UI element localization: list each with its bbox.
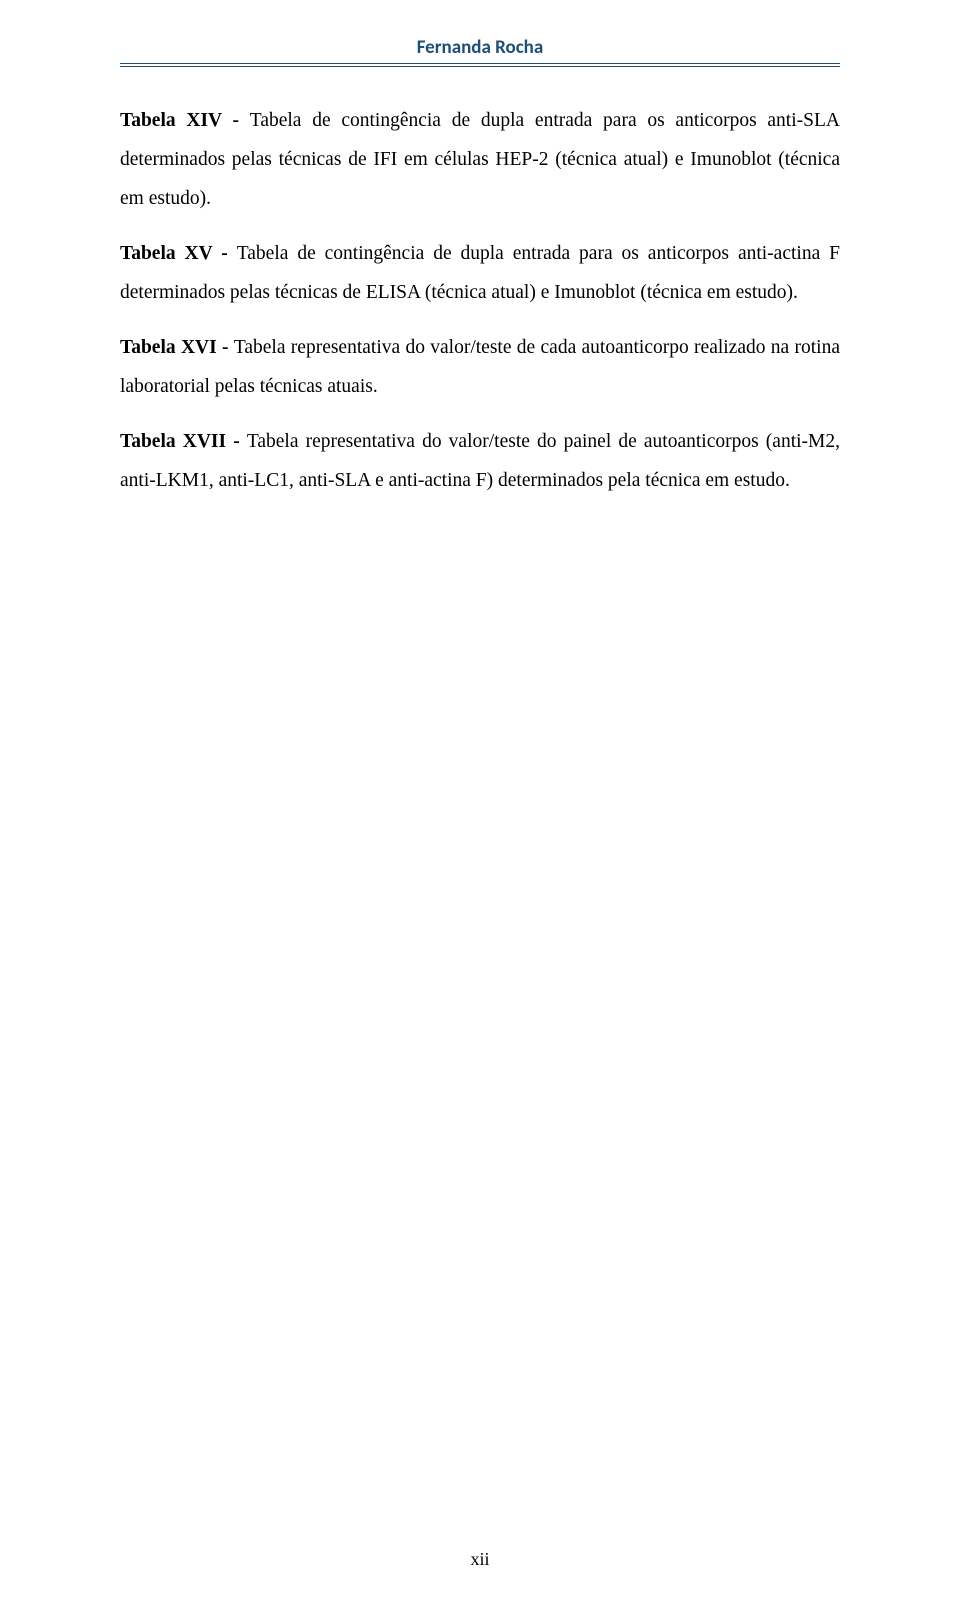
lead-tabela-xiv: Tabela XIV <box>120 110 222 131</box>
paragraph-tabela-xv: Tabela XV - Tabela de contingência de du… <box>120 234 840 312</box>
separator: - <box>226 431 247 452</box>
paragraph-tabela-xvii: Tabela XVII - Tabela representativa do v… <box>120 422 840 500</box>
lead-tabela-xvii: Tabela XVII <box>120 431 226 452</box>
lead-tabela-xvi: Tabela XVI <box>120 337 217 358</box>
header-rule <box>120 63 840 67</box>
paragraph-tabela-xiv: Tabela XIV - Tabela de contingência de d… <box>120 101 840 218</box>
lead-tabela-xv: Tabela XV <box>120 243 212 264</box>
separator: - <box>222 110 250 131</box>
separator: - <box>212 243 236 264</box>
header-author: Fernanda Rocha <box>120 36 840 61</box>
page-container: Fernanda Rocha Tabela XIV - Tabela de co… <box>0 0 960 1624</box>
paragraph-tabela-xvi: Tabela XVI - Tabela representativa do va… <box>120 328 840 406</box>
page-number: xii <box>0 1549 960 1570</box>
separator: - <box>217 337 234 358</box>
